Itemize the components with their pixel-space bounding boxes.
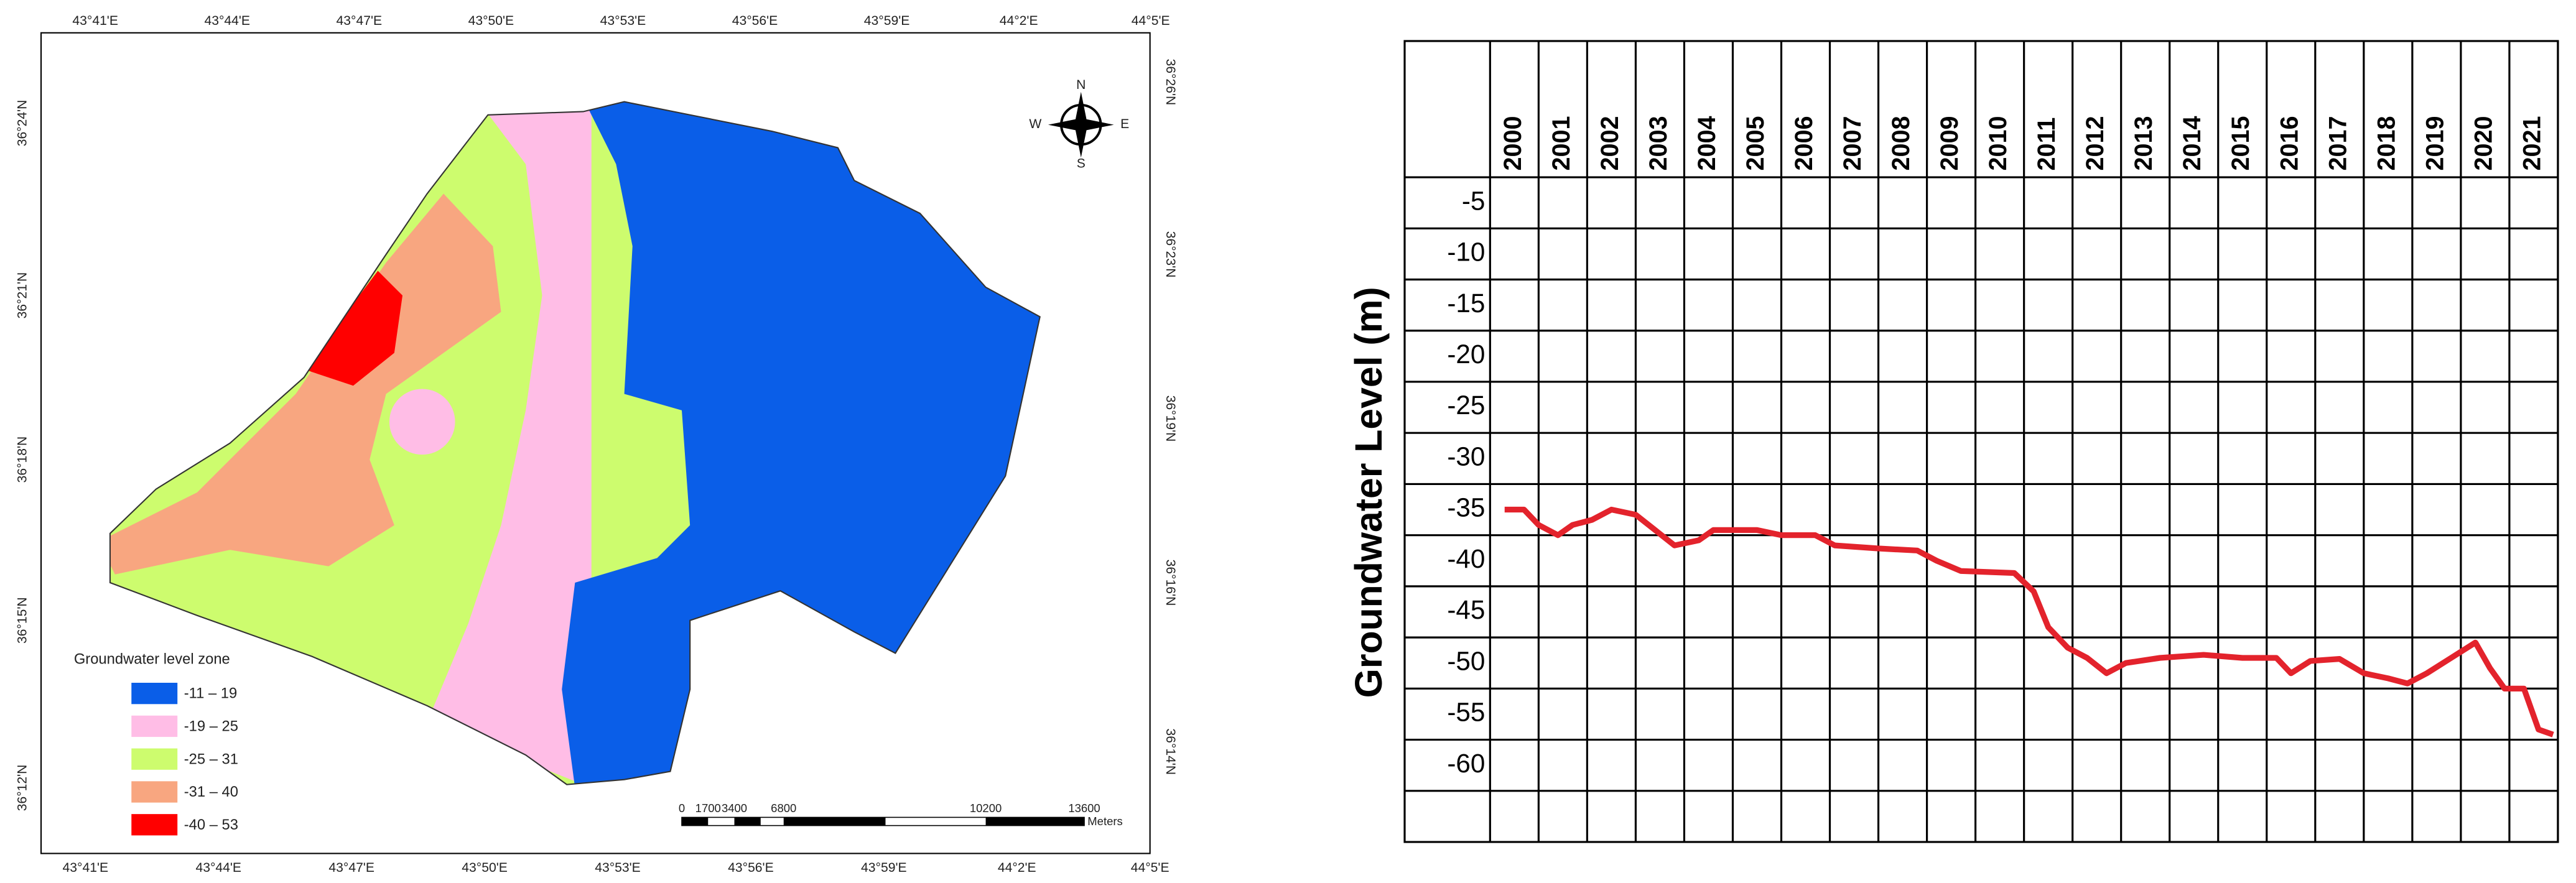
lon-label: 43°47'E [328, 861, 374, 875]
lon-label: 43°50'E [468, 14, 514, 28]
y-tick-label: -5 [1462, 186, 1486, 215]
x-tick-label: 2008 [1887, 116, 1915, 170]
zone [389, 389, 455, 455]
lon-label: 44°5'E [1132, 14, 1170, 28]
y-tick-label: -50 [1447, 646, 1485, 675]
compass-e: E [1120, 117, 1129, 131]
lon-label: 43°56'E [732, 14, 778, 28]
compass-w: W [1029, 117, 1041, 131]
lat-label: 36°26'N [1163, 59, 1178, 106]
lon-label: 43°56'E [728, 861, 774, 875]
x-tick-label: 2019 [2421, 116, 2448, 170]
x-tick-label: 2012 [2081, 116, 2109, 170]
lat-label: 36°24'N [16, 100, 30, 147]
legend-label: -11 – 19 [184, 685, 237, 702]
legend-label: -31 – 40 [184, 784, 238, 800]
legend-title: Groundwater level zone [74, 650, 230, 667]
lon-label: 43°53'E [600, 14, 646, 28]
legend-swatch [131, 715, 178, 737]
scale-label: 0 [679, 802, 685, 815]
lon-label: 43°47'E [337, 14, 383, 28]
scale-label: 1700 [695, 802, 721, 815]
scale-bar [681, 816, 1085, 826]
lon-label: 43°50'E [462, 861, 508, 875]
zone [109, 193, 501, 575]
x-tick-label: 2006 [1790, 116, 1818, 170]
legend-swatch [131, 748, 178, 770]
lon-label: 43°44'E [195, 861, 241, 875]
lat-label: 36°16'N [1163, 560, 1178, 606]
y-tick-label: -60 [1447, 749, 1485, 778]
x-tick-label: 2020 [2470, 116, 2497, 170]
x-tick-label: 2018 [2373, 116, 2400, 170]
y-tick-label: -30 [1447, 441, 1485, 471]
lon-label: 44°2'E [1000, 14, 1038, 28]
lat-label: 36°12'N [16, 765, 30, 811]
y-tick-label: -35 [1447, 493, 1485, 522]
y-tick-label: -15 [1447, 289, 1485, 318]
y-tick-label: -45 [1447, 595, 1485, 624]
legend-label: -25 – 31 [184, 751, 238, 767]
lat-label: 36°15'N [16, 597, 30, 644]
x-tick-label: 2017 [2324, 116, 2351, 170]
lon-label: 43°59'E [864, 14, 910, 28]
zone [427, 101, 592, 785]
scale-label: 3400 [722, 802, 747, 815]
x-tick-label: 2014 [2178, 116, 2206, 170]
compass-n: N [1076, 78, 1086, 92]
lat-label: 36°23'N [1163, 231, 1178, 278]
zone [304, 270, 403, 386]
x-tick-label: 2015 [2227, 116, 2254, 170]
x-tick-label: 2002 [1596, 116, 1624, 170]
x-tick-label: 2001 [1548, 116, 1575, 170]
x-tick-label: 2004 [1693, 116, 1721, 170]
x-tick-label: 2010 [1984, 116, 2012, 170]
lat-label: 36°18'N [16, 437, 30, 483]
legend-label: -40 – 53 [184, 816, 238, 833]
y-axis-label: Groundwater Level (m) [1347, 287, 1390, 698]
compass: N E S W [1029, 78, 1129, 171]
lat-label: 36°21'N [16, 272, 30, 319]
lon-label: 44°2'E [998, 861, 1036, 875]
scale-unit: Meters [1087, 815, 1122, 828]
lat-label: 36°14'N [1163, 729, 1178, 775]
groundwater-line [1504, 506, 2554, 737]
y-tick-label: -25 [1447, 391, 1485, 420]
x-tick-label: 2007 [1839, 116, 1866, 170]
study-area-outline [109, 101, 1041, 785]
scale-label: 10200 [970, 802, 1002, 815]
x-tick-label: 2011 [2033, 118, 2060, 171]
x-tick-label: 2016 [2276, 116, 2303, 170]
scale-label: 13600 [1068, 802, 1100, 815]
legend-swatch [131, 682, 178, 705]
lon-label: 43°53'E [595, 861, 641, 875]
scale-label: 6800 [771, 802, 796, 815]
y-tick-label: -40 [1447, 544, 1485, 573]
y-tick-label: -20 [1447, 340, 1485, 369]
legend-swatch [131, 814, 178, 836]
x-tick-label: 2021 [2518, 116, 2546, 170]
x-tick-label: 2003 [1645, 116, 1672, 170]
x-tick-label: 2009 [1936, 116, 1963, 170]
lon-label: 43°41'E [63, 861, 109, 875]
x-tick-label: 2005 [1742, 116, 1769, 170]
y-tick-label: -55 [1447, 698, 1485, 727]
lon-label: 43°41'E [72, 14, 118, 28]
x-tick-label: 2013 [2130, 116, 2157, 170]
lon-label: 44°5'E [1131, 861, 1169, 875]
legend-swatch [131, 781, 178, 803]
y-tick-label: -10 [1447, 238, 1485, 267]
compass-s: S [1077, 157, 1086, 171]
x-tick-label: 2000 [1499, 116, 1527, 170]
lon-label: 43°59'E [861, 861, 907, 875]
lon-label: 43°44'E [204, 14, 250, 28]
legend-label: -19 – 25 [184, 718, 238, 735]
lat-label: 36°19'N [1163, 395, 1178, 442]
